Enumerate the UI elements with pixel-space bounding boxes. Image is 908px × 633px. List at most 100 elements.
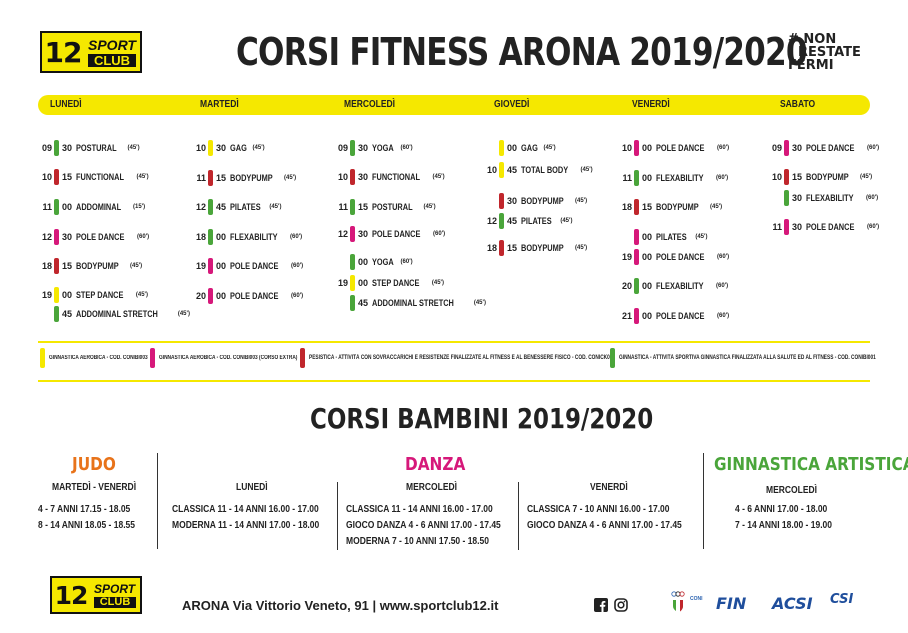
entry-minute: 15 [358, 202, 369, 212]
entry-minute: 15 [792, 172, 803, 182]
entry-course: POLE DANCE [230, 261, 279, 271]
entry-color-bar [784, 190, 789, 206]
schedule-entry: 09 30 POSTURAL (45') [38, 140, 140, 156]
entry-duration: (45') [473, 300, 486, 306]
entry-color-bar [208, 199, 213, 215]
entry-minute: 00 [216, 291, 227, 301]
entry-minute: 00 [642, 281, 653, 291]
day-martedi: MARTEDÌ [200, 99, 239, 110]
entry-hour: 21 [621, 311, 632, 321]
entry-hour: 19 [195, 261, 206, 271]
entry-hour: 11 [196, 173, 206, 183]
entry-duration: (60') [717, 313, 730, 319]
entry-course: PILATES [521, 216, 552, 226]
entry-duration: (45') [695, 234, 708, 240]
entry-minute: 45 [62, 309, 73, 319]
entry-duration: (45') [432, 174, 445, 180]
danza-mercoledi-row: MODERNA 7 - 10 ANNI 17.50 - 18.50 [346, 536, 489, 547]
entry-minute: 30 [216, 143, 227, 153]
schedule-entry: 20 00 FLEXABILITY (60') [618, 278, 728, 294]
schedule-entry: 12 30 POLE DANCE (60') [38, 229, 149, 245]
entry-duration: (60') [866, 195, 879, 201]
schedule-entry: 00 YOGA (60') [334, 254, 413, 270]
judo-days: MARTEDÌ - VENERDÌ [52, 482, 137, 493]
schedule-entry: 12 45 PILATES (45') [192, 199, 282, 215]
danza-mercoledi-row: GIOCO DANZA 4 - 6 ANNI 17.00 - 17.45 [346, 520, 501, 531]
entry-minute: 30 [62, 232, 73, 242]
entry-duration: (60') [717, 145, 730, 151]
entry-hour: 19 [41, 290, 52, 300]
schedule-entry: 11 15 BODYPUMP (45') [192, 170, 296, 186]
entry-color-bar [634, 229, 639, 245]
schedule-entry: 11 30 POLE DANCE (60') [768, 219, 880, 235]
day-giovedi: GIOVEDÌ [494, 99, 530, 110]
coni-rings-icon [671, 591, 685, 613]
entry-hour: 11 [622, 173, 632, 183]
instagram-icon[interactable] [614, 598, 628, 612]
schedule-entry: 30 FLEXABILITY (60') [768, 190, 879, 206]
entry-minute: 45 [216, 202, 227, 212]
entry-hour: 19 [337, 278, 348, 288]
entry-duration: (60') [290, 234, 303, 240]
entry-duration: (60') [291, 293, 304, 299]
entry-duration: (60') [291, 263, 304, 269]
entry-color-bar [634, 140, 639, 156]
entry-course: GAG [230, 143, 247, 153]
facebook-icon[interactable] [594, 598, 608, 612]
judo-row: 8 - 14 ANNI 18.05 - 18.55 [38, 520, 136, 531]
entry-duration: (45') [580, 167, 593, 173]
schedule-entry: 19 00 POLE DANCE (60') [192, 258, 304, 274]
entry-minute: 45 [358, 298, 369, 308]
ginnastica-day: MERCOLEDÌ [766, 485, 817, 496]
entry-color-bar [784, 219, 789, 235]
entry-color-bar [54, 306, 59, 322]
entry-hour: 10 [771, 172, 782, 182]
danza-mercoledi-day: MERCOLEDÌ [406, 482, 457, 493]
entry-minute: 15 [62, 261, 73, 271]
entry-color-bar [350, 169, 355, 185]
page-title: CORSI FITNESS ARONA 2019/2020 [236, 30, 808, 74]
entry-course: BODYPUMP [656, 202, 699, 212]
entry-hour: 12 [195, 202, 206, 212]
entry-hour: 10 [621, 143, 632, 153]
entry-course: POLE DANCE [806, 222, 855, 232]
schedule-entry: 11 00 ADDOMINAL (15') [38, 199, 145, 215]
entry-course: BODYPUMP [76, 261, 119, 271]
ginnastica-row: 7 - 14 ANNI 18.00 - 19.00 [735, 520, 833, 531]
entry-duration: (60') [867, 224, 880, 230]
entry-minute: 30 [792, 193, 803, 203]
danza-venerdi-day: VENERDÌ [590, 482, 628, 493]
entry-duration: (45') [543, 145, 556, 151]
entry-color-bar [208, 170, 213, 186]
separator [518, 482, 519, 550]
entry-color-bar [634, 308, 639, 324]
entry-color-bar [499, 240, 504, 256]
schedule-entry: 18 15 BODYPUMP (45') [483, 240, 588, 256]
kids-title: CORSI BAMBINI 2019/2020 [310, 402, 654, 435]
schedule-entry: 21 00 POLE DANCE (60') [618, 308, 730, 324]
legend-item: GINNASTICA - ATTIVITÀ SPORTIVA GINNASTIC… [610, 348, 908, 368]
entry-hour: 11 [772, 222, 782, 232]
legend-item: PESISTICA - ATTIVITÀ CON SOVRACCARICHI E… [300, 348, 692, 368]
schedule-entry: 18 15 BODYPUMP (45') [38, 258, 142, 274]
entry-duration: (45') [269, 204, 282, 210]
entry-color-bar [350, 254, 355, 270]
entry-hour: 18 [486, 243, 497, 253]
entry-color-bar [634, 199, 639, 215]
entry-course: FLEXABILITY [656, 173, 704, 183]
danza-title: DANZA [405, 454, 466, 475]
entry-hour: 10 [41, 172, 52, 182]
entry-color-bar [499, 213, 504, 229]
entry-duration: (45') [575, 245, 588, 251]
entry-duration: (45') [127, 145, 140, 151]
entry-course: BODYPUMP [806, 172, 849, 182]
entry-duration: (45') [560, 218, 573, 224]
entry-color-bar [208, 140, 213, 156]
entry-course: POLE DANCE [230, 291, 279, 301]
entry-duration: (45') [431, 280, 444, 286]
entry-minute: 00 [358, 257, 369, 267]
entry-duration: (60') [433, 231, 446, 237]
entry-course: FLEXABILITY [230, 232, 278, 242]
entry-color-bar [208, 288, 213, 304]
entry-hour: 18 [195, 232, 206, 242]
